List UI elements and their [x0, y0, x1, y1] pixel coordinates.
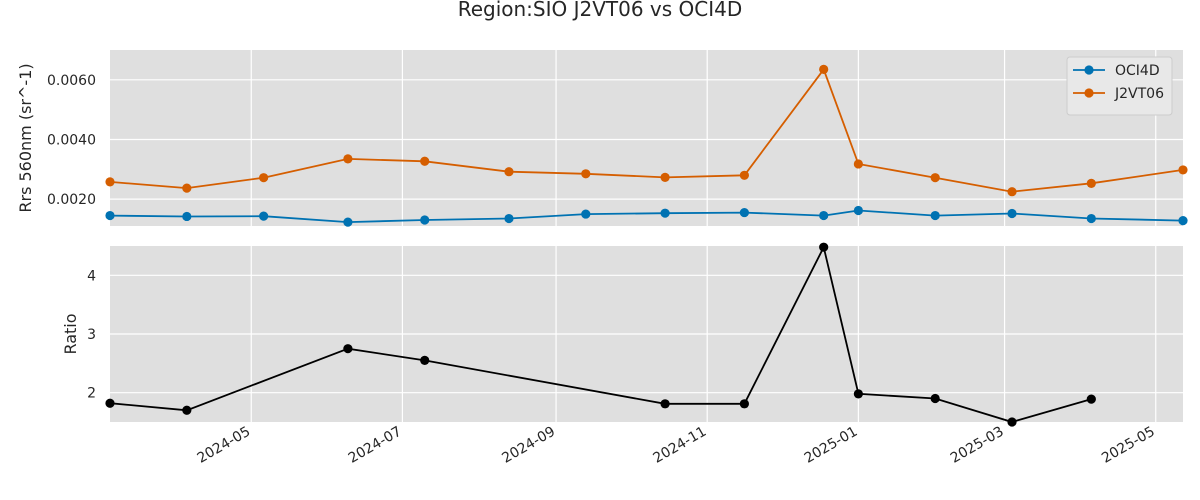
data-point	[1007, 208, 1017, 219]
y-tick-label: 3	[87, 327, 96, 343]
x-tick-label: 2025-01	[802, 424, 861, 467]
y-tick-label: 0.0020	[47, 192, 96, 208]
data-point	[1007, 187, 1017, 197]
data-point	[1178, 216, 1188, 226]
data-point	[739, 207, 749, 218]
data-point	[819, 210, 829, 221]
gridlines	[110, 50, 1183, 226]
data-point	[420, 156, 430, 166]
data-point	[739, 399, 749, 409]
series-oci4d	[105, 205, 1188, 227]
data-point	[504, 213, 514, 224]
series-j2vt06	[105, 64, 1188, 197]
gridlines	[110, 246, 1183, 422]
y-axis-label: Ratio	[61, 313, 80, 354]
y-tick-label: 0.0060	[47, 73, 96, 89]
y-tick-label: 2	[87, 386, 96, 402]
panel-1: 0.0020 0.0040 0.0060 Rrs 560nm (sr^-1) OCI4D…	[16, 50, 1188, 227]
x-tick-label: 2024-11	[651, 424, 710, 467]
data-point	[819, 242, 829, 252]
data-point	[853, 205, 863, 216]
y-axis-label: Rrs 560nm (sr^-1)	[16, 63, 35, 212]
x-tick-label: 2025-05	[1099, 424, 1158, 467]
legend-label: OCI4D	[1115, 63, 1160, 79]
data-point	[259, 173, 269, 183]
data-point	[660, 208, 670, 218]
data-point	[105, 177, 115, 187]
data-point	[182, 405, 192, 415]
data-point	[259, 211, 269, 221]
data-point	[930, 393, 940, 404]
legend-item-oci4d: OCI4D	[1073, 63, 1160, 79]
chart-title: Region:SIO J2VT06 vs OCI4D	[458, 0, 743, 21]
data-point	[420, 215, 430, 225]
legend-item-j2vt06: J2VT06	[1073, 86, 1164, 102]
data-point	[853, 389, 863, 399]
data-point	[504, 167, 514, 177]
data-point	[1086, 394, 1096, 404]
data-point	[343, 344, 353, 354]
data-point	[581, 209, 591, 219]
data-point	[739, 170, 749, 180]
data-point	[1086, 213, 1096, 224]
y-tick-label: 0.0040	[47, 132, 96, 148]
y-tick-label: 4	[87, 268, 96, 284]
data-point	[182, 183, 192, 193]
data-point	[660, 172, 670, 182]
x-tick-label: 2025-03	[948, 424, 1007, 467]
data-point	[819, 64, 829, 74]
x-axis: 2024-05 2024-07 2024-09 2024-11 2025-01 2025-…	[195, 424, 1158, 467]
data-point	[660, 399, 670, 409]
panel-2: 2 3 4 Ratio	[61, 242, 1183, 427]
series-ratio	[105, 242, 1096, 427]
legend: OCI4D J2VT06	[1066, 56, 1173, 116]
x-tick-label: 2024-05	[195, 424, 254, 467]
data-point	[930, 210, 940, 221]
data-point	[1178, 165, 1188, 175]
data-point	[853, 159, 863, 169]
data-point	[1007, 417, 1017, 427]
data-point	[343, 154, 353, 164]
data-point	[930, 173, 940, 183]
x-tick-label: 2024-09	[499, 424, 558, 467]
data-point	[182, 211, 192, 222]
legend-swatch-marker	[1084, 65, 1094, 75]
data-point	[105, 398, 115, 408]
data-point	[581, 169, 591, 179]
data-point	[105, 210, 115, 221]
data-point	[1086, 178, 1096, 188]
x-tick-label: 2024-07	[346, 424, 405, 467]
data-point	[343, 217, 353, 227]
data-point	[420, 355, 430, 365]
legend-label: J2VT06	[1114, 86, 1164, 102]
legend-swatch-marker	[1084, 88, 1094, 98]
